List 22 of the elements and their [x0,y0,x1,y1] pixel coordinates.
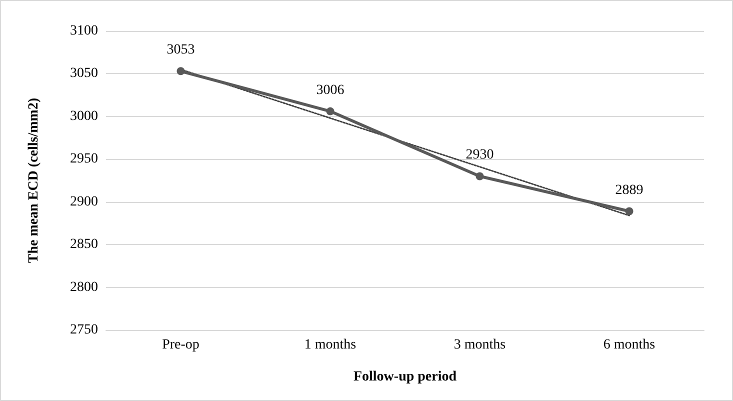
point [176,67,185,76]
y-tick-label: 2850 [70,237,98,252]
x-tick-label: 1 months [304,338,356,352]
point [326,107,334,116]
x-tick-label: 6 months [603,338,656,352]
y-tick-label: 2750 [70,322,98,338]
y-tick-label: 3100 [70,24,98,38]
data-label: 3053 [166,42,195,58]
y-tick-label: 3000 [70,108,98,124]
y-tick-label: 2900 [70,194,98,210]
x-tick-label: 3 months [454,338,506,352]
data-label: 3006 [316,82,344,98]
data-label: 2889 [615,182,644,198]
y-tick-label: 2800 [70,280,98,295]
point [476,172,484,180]
x-tick-label: Pre-op [162,338,200,352]
y-tick-label: 3050 [70,66,98,82]
data-label: 2930 [466,148,494,163]
x-axis-title: Follow-up period [353,370,457,384]
y-tick-label: 2950 [70,152,98,167]
y-axis-title: The mean ECD (cells/mm2) [26,98,42,264]
point [625,207,634,216]
